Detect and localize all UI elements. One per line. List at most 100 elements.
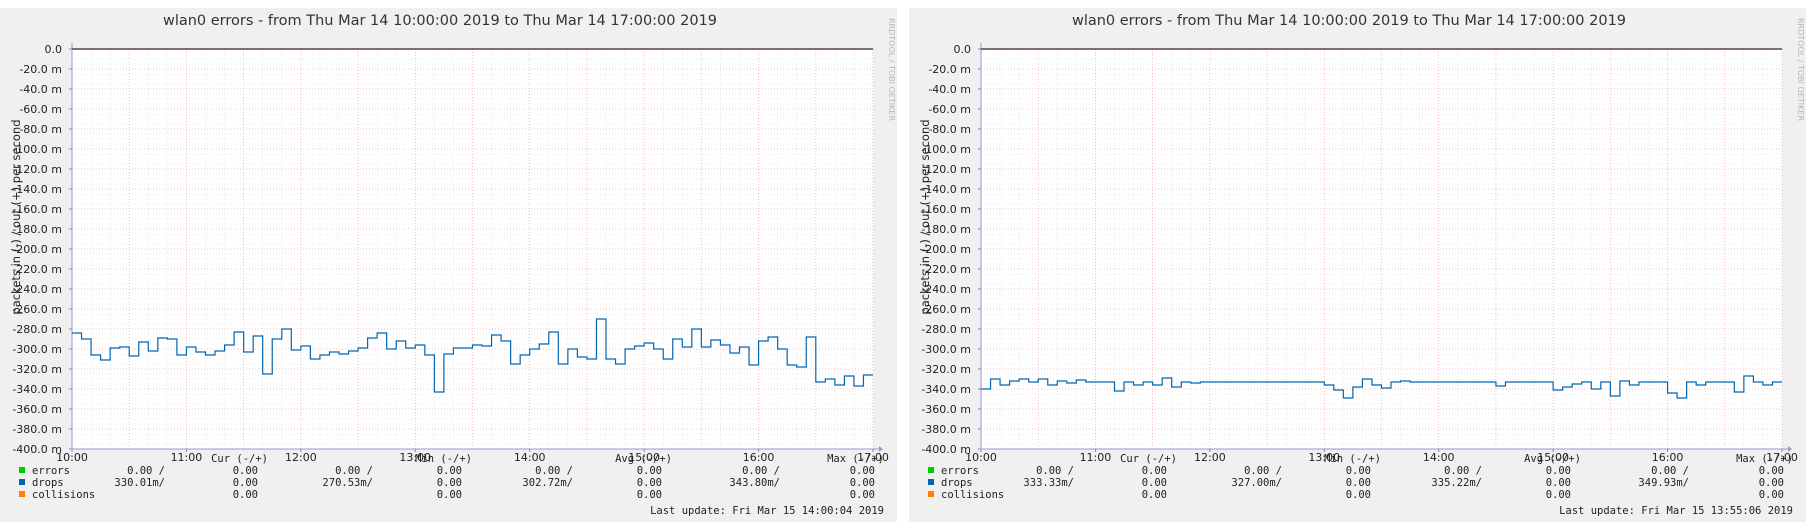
legend-value-cur-out: 0.00 <box>1142 489 1167 501</box>
y-tick-label: -340.0 m <box>921 383 971 396</box>
legend: Cur (-/+) Min (-/+) Avg (-/+) Max (-/+) erro… <box>19 453 884 501</box>
y-tick-label: -200.0 m <box>12 243 62 256</box>
legend-label-collisions: collisions <box>32 489 95 501</box>
legend-value-max-in: 0.00 / <box>1651 465 1689 477</box>
x-axis-arrow <box>879 446 883 452</box>
x-tick-label: 13:00 <box>1308 451 1340 464</box>
chart-title: wlan0 errors - from Thu Mar 14 10:00:00 … <box>163 13 717 29</box>
legend-value-min-out: 0.00 <box>1346 489 1371 501</box>
y-ticks: 0.0 -20.0 m -40.0 m -60.0 m -80.0 m -100.0 m -… <box>12 43 72 456</box>
grid <box>980 48 1783 450</box>
x-tick-label: 17:00 <box>857 451 889 464</box>
legend-value-min-out: 0.00 <box>437 489 462 501</box>
x-ticks: 10:00 11:00 12:00 13:00 14:00 15:00 16:00 17:00 <box>965 449 1798 464</box>
y-tick-label: -340.0 m <box>12 383 62 396</box>
legend-header-max: Max (-/+) <box>1736 453 1793 465</box>
legend-value-max-out: 0.00 <box>850 465 875 477</box>
y-tick-label: -100.0 m <box>12 143 62 156</box>
series-line-drops <box>981 375 1782 399</box>
x-tick-label: 16:00 <box>1652 451 1684 464</box>
y-tick-label: -220.0 m <box>921 263 971 276</box>
y-tick-label: -80.0 m <box>19 123 62 136</box>
legend-value-min-in: 0.00 / <box>1244 465 1282 477</box>
legend-value-cur-out: 0.00 <box>233 465 258 477</box>
legend-value-cur-in: 333.33m/ <box>1023 477 1074 489</box>
legend-value-min-out: 0.00 <box>437 477 462 489</box>
watermark: RRDTOOL / TOBI OETIKER <box>1796 18 1805 121</box>
y-axis-label: packets in (-) / out (+) per second <box>918 119 932 314</box>
x-tick-label: 15:00 <box>628 451 660 464</box>
legend-swatch-drops <box>928 479 934 485</box>
legend-value-min-in: 327.00m/ <box>1231 477 1282 489</box>
legend-value-max-out: 0.00 <box>1759 489 1784 501</box>
y-tick-label: -80.0 m <box>928 123 971 136</box>
watermark: RRDTOOL / TOBI OETIKER <box>887 18 896 121</box>
y-tick-label: -60.0 m <box>19 103 62 116</box>
y-tick-label: -300.0 m <box>12 343 62 356</box>
chart-panel-left: wlan0 errors - from Thu Mar 14 10:00:00 … <box>0 8 897 522</box>
legend-value-max-in: 0.00 / <box>742 465 780 477</box>
legend-value-min-out: 0.00 <box>437 465 462 477</box>
legend-value-max-in: 349.93m/ <box>1638 477 1689 489</box>
y-tick-label: -200.0 m <box>921 243 971 256</box>
x-tick-label: 10:00 <box>965 451 997 464</box>
legend-swatch-errors <box>928 467 934 473</box>
y-tick-label: -360.0 m <box>12 403 62 416</box>
legend-value-cur-out: 0.00 <box>233 489 258 501</box>
y-tick-label: -140.0 m <box>921 183 971 196</box>
legend-value-avg-out: 0.00 <box>637 465 662 477</box>
legend-value-max-out: 0.00 <box>1759 477 1784 489</box>
x-tick-label: 13:00 <box>399 451 431 464</box>
legend-value-min-in: 0.00 / <box>335 465 373 477</box>
y-tick-label: -320.0 m <box>921 363 971 376</box>
legend-header-avg: Avg (-/+) <box>1524 453 1581 465</box>
legend-value-cur-in: 330.01m/ <box>114 477 165 489</box>
legend-value-cur-in: 0.00 / <box>1036 465 1074 477</box>
y-tick-label: -240.0 m <box>921 283 971 296</box>
y-tick-label: -280.0 m <box>12 323 62 336</box>
y-tick-label: -400.0 m <box>12 443 62 456</box>
y-tick-label: -40.0 m <box>19 83 62 96</box>
x-ticks: 10:00 11:00 12:00 13:00 14:00 15:00 16:00 17:00 <box>56 449 889 464</box>
chart-svg-1: wlan0 errors - from Thu Mar 14 10:00:00 … <box>918 13 1805 517</box>
legend-header-min: Min (-/+) <box>415 453 472 465</box>
last-update: Last update: Fri Mar 15 13:55:06 2019 <box>1559 505 1793 517</box>
legend-value-max-in: 343.80m/ <box>729 477 780 489</box>
y-ticks: 0.0 -20.0 m -40.0 m -60.0 m -80.0 m -100.0 m -… <box>921 43 981 456</box>
last-update: Last update: Fri Mar 15 14:00:04 2019 <box>650 505 884 517</box>
y-tick-label: -20.0 m <box>928 63 971 76</box>
x-tick-label: 14:00 <box>514 451 546 464</box>
y-tick-label: -300.0 m <box>921 343 971 356</box>
y-tick-label: -380.0 m <box>921 423 971 436</box>
y-tick-label: -400.0 m <box>921 443 971 456</box>
legend-value-avg-out: 0.00 <box>1546 465 1571 477</box>
legend-label-errors: errors <box>32 465 70 477</box>
legend-value-min-out: 0.00 <box>1346 477 1371 489</box>
chart-svg-0: wlan0 errors - from Thu Mar 14 10:00:00 … <box>9 13 896 517</box>
x-tick-label: 10:00 <box>56 451 88 464</box>
legend-header-cur: Cur (-/+) <box>1120 453 1177 465</box>
y-tick-label: -160.0 m <box>921 203 971 216</box>
x-tick-label: 12:00 <box>1194 451 1226 464</box>
y-tick-label: -60.0 m <box>928 103 971 116</box>
chart-panel-right: wlan0 errors - from Thu Mar 14 10:00:00 … <box>909 8 1806 522</box>
y-tick-label: -120.0 m <box>921 163 971 176</box>
legend-value-max-out: 0.00 <box>1759 465 1784 477</box>
legend-swatch-collisions <box>928 491 934 497</box>
y-tick-label: -380.0 m <box>12 423 62 436</box>
y-tick-label: -220.0 m <box>12 263 62 276</box>
y-tick-label: -180.0 m <box>921 223 971 236</box>
legend-value-cur-in: 0.00 / <box>127 465 165 477</box>
legend-value-avg-in: 335.22m/ <box>1431 477 1482 489</box>
legend-value-avg-out: 0.00 <box>637 489 662 501</box>
legend-value-min-in: 270.53m/ <box>322 477 373 489</box>
y-tick-label: 0.0 <box>954 43 972 56</box>
chart-title: wlan0 errors - from Thu Mar 14 10:00:00 … <box>1072 13 1626 29</box>
legend-value-max-out: 0.00 <box>850 489 875 501</box>
y-tick-label: -360.0 m <box>921 403 971 416</box>
x-tick-label: 14:00 <box>1423 451 1455 464</box>
y-tick-label: -20.0 m <box>19 63 62 76</box>
legend-swatch-errors <box>19 467 25 473</box>
y-tick-label: -260.0 m <box>921 303 971 316</box>
legend-value-cur-out: 0.00 <box>1142 477 1167 489</box>
